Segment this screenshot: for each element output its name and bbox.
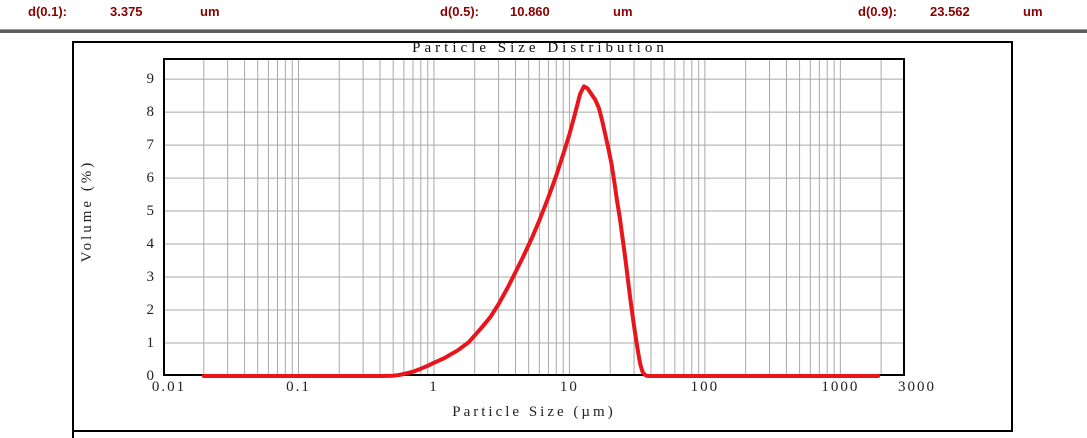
x-tick-label: 100 — [690, 379, 720, 395]
plot-area: 0 1 2 3 4 5 6 7 8 9 0.01 0.1 1 10 100 1000 3000 — [147, 58, 934, 395]
distribution-plot — [163, 58, 905, 378]
y-axis-title: Volume (%) — [79, 159, 95, 263]
y-tick-label: 9 — [146, 71, 155, 88]
y-tick-label: 5 — [146, 203, 155, 220]
x-tick-label: 1 — [429, 379, 439, 395]
chart-outer-box — [72, 41, 1013, 432]
x-tick-label: 0.01 — [151, 379, 187, 395]
chart-title: Particle Size Distribution — [412, 40, 668, 56]
y-tick-label: 8 — [146, 104, 155, 121]
d50-value: 10.860 — [510, 4, 550, 19]
y-tick-label: 4 — [146, 236, 155, 253]
d10-unit: um — [200, 4, 220, 19]
x-tick-label: 1000 — [821, 379, 860, 395]
d10-value: 3.375 — [110, 4, 143, 19]
x-axis-title: Particle Size (µm) — [452, 404, 616, 420]
d90-unit: um — [1023, 4, 1043, 19]
y-tick-label: 3 — [146, 269, 155, 286]
d50-unit: um — [613, 4, 633, 19]
d90-label: d(0.9): — [858, 4, 897, 19]
series-volume-distribution — [201, 84, 881, 378]
y-tick-label: 7 — [146, 137, 155, 154]
x-tick-label: 3000 — [898, 379, 936, 395]
header-separator-rule — [0, 29, 1087, 33]
y-tick-label: 6 — [146, 170, 155, 187]
y-tick-label: 1 — [146, 335, 155, 351]
y-tick-label: 0 — [146, 368, 155, 384]
next-section-border-stub — [72, 432, 74, 438]
plot-frame — [163, 58, 905, 376]
x-tick-label: 0.1 — [286, 379, 311, 395]
d90-value: 23.562 — [930, 4, 970, 19]
d50-label: d(0.5): — [440, 4, 479, 19]
d10-label: d(0.1): — [28, 4, 67, 19]
x-tick-label: 10 — [559, 379, 579, 395]
y-tick-label: 2 — [146, 302, 155, 319]
